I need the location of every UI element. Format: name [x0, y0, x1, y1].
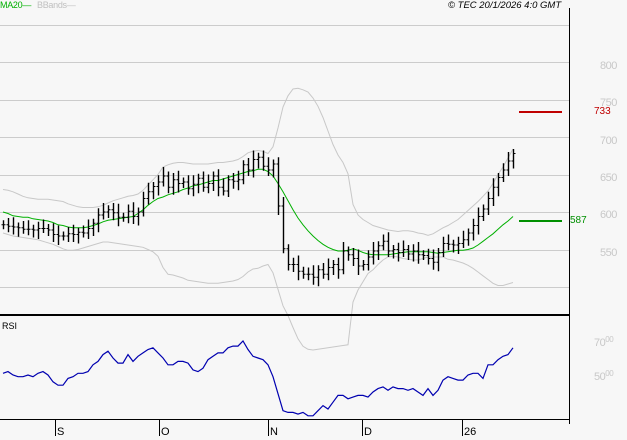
- x-axis-label-dec: D: [364, 426, 372, 438]
- price-axis-label: 700: [600, 135, 617, 147]
- x-axis-ticks: [55, 420, 463, 436]
- rsi-axis-label-70: 7000: [594, 335, 614, 349]
- x-axis-label-oct: O: [161, 426, 170, 438]
- support-level-tag: 587: [570, 215, 587, 226]
- price-axis-label: 800: [600, 60, 617, 72]
- resistance-level-tag: 733: [594, 106, 611, 117]
- price-gridlines: [0, 25, 569, 288]
- rsi-line: [2, 340, 514, 417]
- ohlc-bars: [1, 149, 516, 287]
- rsi-axis-label-50: 5000: [594, 369, 614, 383]
- price-axis-label: 750: [600, 97, 617, 109]
- copyright-timestamp: © TEC 20/1/2026 4:0 GMT: [448, 0, 562, 11]
- price-axis-label: 600: [600, 209, 617, 221]
- x-axis-label-sep: S: [57, 426, 65, 438]
- price-axis-label: 650: [600, 172, 617, 184]
- legend-bbands: BBands—: [37, 0, 76, 10]
- price-axis-label: 550: [600, 247, 617, 259]
- rsi-title: RSI: [2, 321, 18, 331]
- chart-legend: MA20— BBands—: [0, 0, 76, 10]
- legend-ma20: MA20—: [0, 0, 32, 10]
- bband-upper-line: [2, 87, 514, 236]
- x-axis-label-nov: N: [270, 426, 278, 438]
- x-axis-label-2026: 26: [464, 426, 477, 438]
